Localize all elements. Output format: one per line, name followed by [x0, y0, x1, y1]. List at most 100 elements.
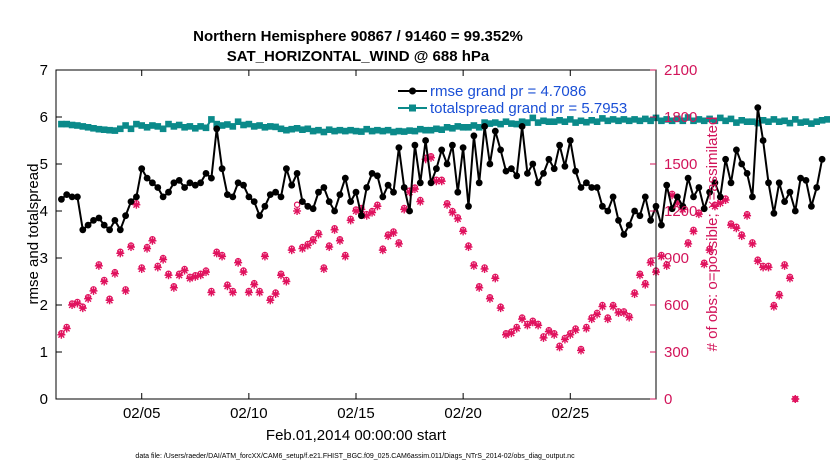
rmse-point	[374, 172, 381, 180]
x-tick-label: 02/15	[337, 405, 375, 422]
totalspread-point	[433, 125, 440, 133]
obs-assimilated-point	[266, 296, 275, 305]
obs-assimilated-point	[394, 239, 403, 248]
totalspread-point	[149, 122, 156, 129]
totalspread-point	[133, 120, 140, 128]
rmse-point	[449, 141, 456, 149]
obs-assimilated-point	[234, 258, 243, 267]
totalspread-point	[808, 120, 815, 127]
obs-assimilated-point	[57, 330, 66, 339]
legend-label-totalspread: totalspread grand pr = 5.7953	[430, 100, 627, 117]
obs-assimilated-point	[277, 271, 285, 280]
rmse-point	[550, 165, 558, 173]
rmse-point	[577, 184, 585, 191]
totalspread-point	[524, 119, 531, 126]
obs-assimilated-point	[748, 239, 757, 248]
totalspread-point	[663, 116, 670, 123]
obs-assimilated-point	[121, 286, 130, 295]
obs-assimilated-point	[459, 227, 468, 236]
obs-assimilated-point	[480, 264, 489, 273]
obs-assimilated-point	[346, 216, 355, 225]
rmse-point	[513, 172, 521, 180]
totalspread-point	[593, 118, 601, 125]
rmse-point	[770, 209, 778, 217]
obs-assimilated-point	[485, 294, 494, 303]
rmse-point	[390, 188, 397, 196]
rmse-point	[416, 179, 424, 187]
y-tick-label: 5	[40, 156, 48, 173]
x-tick-label: 02/20	[444, 405, 482, 422]
rmse-point	[250, 198, 258, 206]
rmse-point	[775, 179, 783, 187]
rmse-point	[470, 132, 478, 140]
totalspread-point	[625, 117, 633, 125]
obs-assimilated-point	[73, 299, 82, 308]
totalspread-point	[797, 119, 804, 126]
obs-assimilated-point	[255, 288, 264, 297]
obs-assimilated-point	[544, 327, 553, 336]
obs-assimilated-point	[389, 228, 398, 237]
obs-assimilated-point	[657, 252, 666, 261]
totalspread-point	[620, 116, 628, 123]
rmse-point	[738, 160, 746, 168]
totalspread-point	[79, 123, 87, 130]
totalspread-point	[556, 117, 563, 124]
y2-tick-label: 600	[664, 297, 689, 314]
y2-tick-label: 1200	[664, 203, 697, 220]
totalspread-point	[240, 121, 247, 129]
rmse-point	[797, 174, 804, 182]
totalspread-point	[293, 125, 301, 132]
rmse-point	[679, 202, 687, 210]
obs-assimilated-point	[764, 263, 773, 272]
rmse-point	[95, 214, 103, 222]
totalspread-point	[90, 125, 97, 132]
totalspread-point	[422, 126, 429, 134]
totalspread-point	[288, 125, 295, 133]
rmse-point	[545, 155, 553, 163]
rmse-point	[802, 177, 810, 184]
rmse-point	[524, 170, 531, 177]
rmse-point	[352, 188, 360, 196]
obs-assimilated-point	[566, 330, 575, 339]
totalspread-point	[636, 117, 644, 125]
totalspread-point	[684, 114, 692, 121]
totalspread-point	[813, 118, 820, 125]
totalspread-point	[529, 114, 537, 122]
rmse-point	[765, 179, 772, 187]
rmse-point	[325, 198, 333, 206]
obs-assimilated-point	[62, 324, 71, 333]
totalspread-point	[234, 118, 242, 125]
obs-assimilated-point	[207, 288, 216, 297]
rmse-point	[159, 193, 167, 201]
totalspread-point	[400, 128, 408, 135]
footnote-data-file: data file: /Users/raeder/DAI/ATM_forcXX/…	[135, 453, 575, 460]
totalspread-point	[615, 117, 622, 125]
obs-assimilated-point	[689, 227, 698, 236]
rmse-point	[363, 184, 371, 191]
obs-assimilated-point	[298, 244, 307, 253]
obs-assimilated-point	[662, 261, 671, 270]
rmse-point	[133, 193, 140, 201]
y2-tick-label: 1500	[664, 156, 697, 173]
rmse-point	[261, 202, 269, 210]
totalspread-point	[647, 117, 654, 125]
rmse-point	[288, 181, 296, 189]
obs-assimilated-point	[94, 261, 103, 270]
totalspread-point	[727, 115, 735, 123]
obs-assimilated-point	[282, 277, 291, 286]
obs-assimilated-point	[416, 197, 425, 206]
obs-assimilated-point	[196, 271, 205, 280]
obs-assimilated-point	[502, 330, 510, 339]
y2-tick-label: 300	[664, 344, 689, 361]
totalspread-point	[545, 118, 553, 125]
totalspread-point	[379, 127, 387, 135]
totalspread-point	[331, 127, 338, 135]
totalspread-point	[449, 125, 456, 132]
y-tick-label: 7	[40, 62, 48, 79]
totalspread-point	[427, 126, 435, 134]
totalspread-point	[459, 124, 467, 131]
obs-assimilated-point	[453, 214, 462, 223]
totalspread-point	[224, 121, 231, 128]
rmse-point	[609, 193, 617, 201]
rmse-point	[599, 202, 606, 210]
